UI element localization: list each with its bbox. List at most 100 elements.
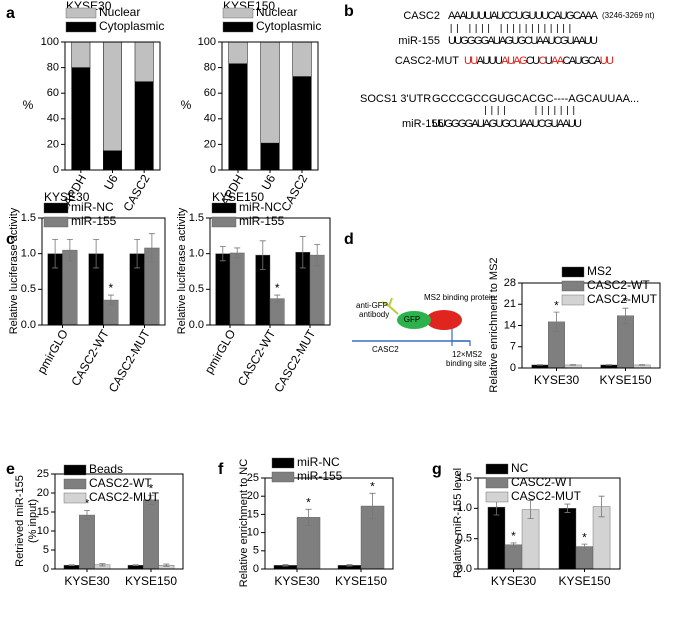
y-axis-label: Relative luciferase activity (176, 207, 188, 334)
diagram-label: GFP (404, 315, 420, 324)
y-tick-label: 1.5 (21, 212, 36, 224)
y-tick-label: 80 (204, 62, 216, 74)
seq-label: miR-155 (398, 35, 440, 47)
legend-label: Cytoplasmic (256, 19, 321, 33)
base-pairs (450, 24, 575, 115)
y-tick-label: 40 (204, 113, 216, 125)
error-bar (581, 543, 588, 550)
error-bar (132, 564, 139, 566)
error-bar (148, 233, 155, 263)
bracket (451, 328, 471, 346)
bar (558, 508, 577, 570)
legend-label: miR-NC (239, 200, 282, 214)
y-tick-label: 15 (247, 508, 259, 520)
significance-mark: * (306, 495, 311, 509)
sequence: AAAUUUUAUCCUGUUUCAUGCAAA (448, 10, 599, 22)
y-tick-label: 60 (47, 87, 59, 99)
seq-label: CASC2-MUT (395, 55, 459, 67)
error-bar (234, 247, 241, 259)
legend-swatch (211, 216, 237, 228)
sequence-segment: C (538, 55, 546, 67)
y-tick-label: 25 (247, 472, 259, 484)
x-tick-label: pmirGLO (34, 327, 70, 376)
bar-segment (71, 67, 91, 171)
bar-segment (228, 63, 248, 171)
bar-segment (292, 41, 312, 77)
y-tick-label: 20 (204, 138, 216, 150)
x-tick-label: CASC2-MUT (106, 327, 153, 395)
legend-swatch (561, 266, 585, 278)
x-tick-label: U6 (101, 172, 121, 193)
sequence-segment: AA (551, 55, 565, 67)
error-bar (605, 364, 612, 366)
y-tick-label: 0.5 (457, 533, 472, 545)
y-tick-label: 5 (253, 545, 259, 557)
legend-label: CASC2-MUT (89, 490, 160, 504)
legend-swatch (65, 7, 97, 19)
error-bar (219, 246, 226, 262)
error-bar (314, 243, 321, 267)
x-tick-label: CASC2-WT (68, 327, 112, 389)
error-bar (564, 503, 571, 513)
legend-label: miR-155 (297, 469, 343, 483)
legend-label: Cytoplasmic (99, 19, 164, 33)
y-axis-label: % (181, 98, 192, 112)
y-tick-label: 0.0 (189, 319, 204, 331)
bar-segment (228, 41, 248, 65)
y-tick-label: 0.5 (189, 283, 204, 295)
legend-label: Nuclear (99, 5, 140, 19)
error-bar (305, 508, 312, 526)
error-bar (570, 364, 577, 366)
x-tick-label: KYSE30 (491, 574, 537, 588)
error-bar (598, 495, 605, 518)
plot-frame (264, 477, 394, 570)
sequence-segment: CU (526, 55, 540, 67)
legend-swatch (63, 464, 87, 476)
legend-swatch (65, 21, 97, 33)
legend-label: Beads (89, 462, 123, 476)
y-tick-label: 0 (210, 164, 216, 176)
error-bar (299, 236, 306, 269)
error-bar (639, 364, 646, 366)
y-axis-label: Relative enrichment to NC (238, 459, 250, 587)
legend-swatch (43, 216, 69, 228)
panel-letter: d (344, 231, 354, 248)
bar-segment (292, 76, 312, 171)
y-tick-label: 1.0 (189, 248, 204, 260)
plot-frame (477, 477, 621, 570)
seq-label: CASC2 (403, 10, 440, 22)
error-bar (259, 240, 266, 270)
x-tick-label: KYSE150 (335, 574, 387, 588)
significance-mark: * (109, 281, 114, 295)
ms2-protein (426, 310, 462, 330)
diagram-label: CASC2 (372, 345, 399, 354)
bar (79, 514, 95, 570)
bar (229, 252, 245, 326)
error-bar (282, 564, 289, 567)
bar-segment (71, 41, 91, 68)
panel-letter: f (218, 461, 224, 478)
significance-mark: * (582, 530, 587, 544)
legend-swatch (561, 294, 585, 306)
significance-mark: * (370, 479, 375, 493)
sequence: UUGGGGAUAGUGCUAAUCGUAAUU (432, 118, 582, 130)
error-bar (134, 239, 141, 269)
diagram-label: binding site (446, 359, 487, 368)
x-tick-label: CASC2 (120, 172, 152, 214)
legend-label: CASC2-WT (89, 476, 152, 490)
legend-swatch (271, 471, 295, 483)
error-bar (553, 311, 560, 332)
y-tick-label: 25 (37, 468, 49, 480)
legend-swatch (485, 477, 509, 489)
legend-label: CASC2-MUT (511, 489, 582, 503)
error-bar (536, 364, 543, 366)
legend-label: Nuclear (256, 5, 297, 19)
legend-label: miR-NC (71, 200, 114, 214)
sequence-segment: AUAG (501, 55, 527, 67)
bar (215, 253, 231, 326)
y-axis-label: Relative miR-155 level (452, 468, 464, 578)
legend-label: miR-155 (239, 214, 285, 228)
seq-label: miR-155 (402, 118, 444, 130)
antibody (381, 297, 399, 315)
